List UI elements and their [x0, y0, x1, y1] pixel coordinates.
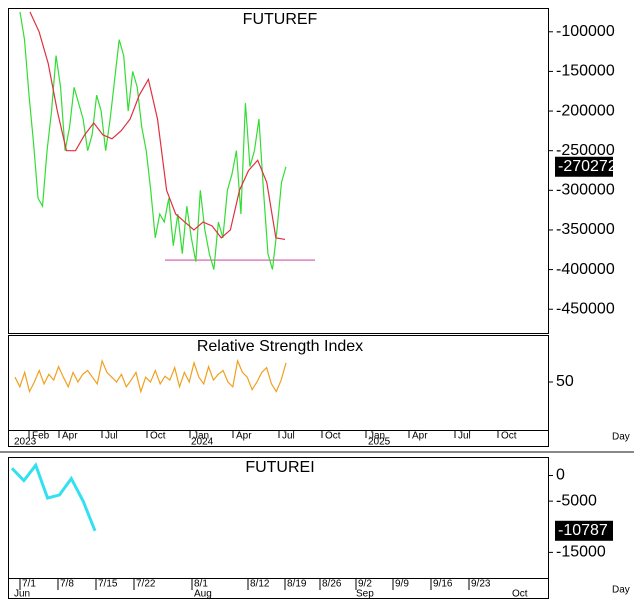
series-line [29, 11, 286, 241]
month-label: Jun [14, 589, 30, 600]
x-tick-label: 7/15 [98, 579, 118, 590]
x-tick-label: 7/1 [22, 579, 36, 590]
month-label: Oct [512, 589, 528, 600]
y-tick-label: -150000 [556, 63, 615, 80]
month-label: Sep [356, 589, 374, 600]
series-line [10, 462, 97, 532]
x-tick-label: 9/2 [358, 579, 372, 590]
y-tick-label: -5000 [556, 492, 597, 509]
x-tick-label: Jan [193, 431, 209, 442]
x-tick-label: 8/26 [322, 579, 342, 590]
x-tick-label: 7/8 [60, 579, 74, 590]
y-tick-label: 0 [556, 467, 565, 484]
x-tick-label: 7/22 [136, 579, 156, 590]
y-tick-label: -15000 [556, 544, 606, 561]
axis-frame [8, 430, 549, 447]
y-tick-label: -250000 [556, 142, 615, 159]
y-tick-label: -450000 [556, 300, 615, 317]
x-tick-label: Feb [32, 431, 50, 442]
last-value-box [555, 156, 613, 177]
x-tick-label: Apr [62, 431, 78, 442]
y-tick-label: -100000 [556, 23, 615, 40]
y-tick-label: 50 [556, 373, 574, 390]
y-tick-label: -200000 [556, 102, 615, 119]
x-tick-label: 8/19 [287, 579, 307, 590]
x-tick-label: Oct [501, 431, 517, 442]
x-tick-label: Jul [282, 431, 295, 442]
panel-frame [8, 8, 549, 334]
x-tick-label: 9/9 [395, 579, 409, 590]
x-tick-label: Apr [236, 431, 252, 442]
x-tick-label: Jul [458, 431, 471, 442]
x-tick-label: 8/1 [194, 579, 208, 590]
unit-label: Day [612, 585, 630, 596]
panel-title: FUTUREI [245, 459, 314, 476]
month-label: Aug [194, 589, 212, 600]
x-tick-label: Oct [325, 431, 341, 442]
axis-frame [8, 578, 549, 599]
panel-title: FUTUREF [243, 11, 318, 28]
x-tick-label: Oct [150, 431, 166, 442]
year-label: 2023 [14, 437, 37, 448]
series-line [14, 358, 287, 394]
year-label: 2024 [191, 437, 214, 448]
x-tick-label: Jul [105, 431, 118, 442]
panel-title: Relative Strength Index [197, 338, 363, 355]
x-tick-label: 9/23 [471, 579, 491, 590]
x-tick-label: 9/16 [433, 579, 453, 590]
unit-label: Day [612, 432, 630, 443]
x-tick-label: 8/12 [250, 579, 270, 590]
y-tick-label: -350000 [556, 221, 615, 238]
x-tick-label: Apr [412, 431, 428, 442]
last-value-label: -270272 [558, 158, 617, 175]
x-tick-label: Jan [369, 431, 385, 442]
y-tick-label: -400000 [556, 261, 615, 278]
last-value-box [555, 520, 613, 541]
year-label: 2025 [368, 437, 391, 448]
y-tick-label: -300000 [556, 182, 615, 199]
last-value-label: -10787 [558, 522, 608, 539]
